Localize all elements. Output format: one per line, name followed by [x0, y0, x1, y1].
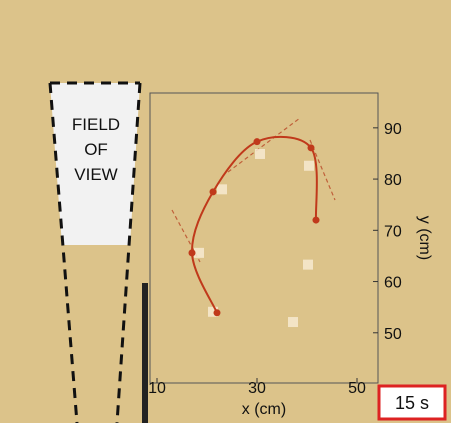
y-tick-label: 70 [384, 223, 402, 240]
y-tick-label: 80 [384, 172, 402, 189]
square-marker [255, 149, 265, 159]
annotation: VIEW [74, 165, 117, 184]
point-marker [254, 138, 261, 145]
square-marker [303, 260, 313, 270]
wall [142, 283, 148, 423]
y-tick-label: 50 [384, 326, 402, 343]
annotation: OF [84, 140, 108, 159]
x-tick-label: 30 [248, 380, 266, 397]
y-axis-label: y (cm) [416, 216, 433, 260]
y-tick-label: 90 [384, 121, 402, 138]
point-marker [189, 249, 196, 256]
square-marker [288, 317, 298, 327]
x-tick-label: 10 [148, 380, 166, 397]
field-of-view [50, 83, 140, 245]
y-tick-label: 60 [384, 275, 402, 292]
annotation: FIELD [72, 115, 120, 134]
square-marker [217, 184, 227, 194]
square-marker [304, 161, 314, 171]
x-axis-label: x (cm) [242, 401, 286, 418]
point-marker [214, 309, 221, 316]
plot-frame [150, 93, 378, 383]
point-marker [313, 217, 320, 224]
x-tick-label: 50 [348, 380, 366, 397]
time-label: 15 s [395, 393, 429, 413]
point-marker [210, 188, 217, 195]
point-marker [308, 144, 315, 151]
figure: FIELD OF VIEW 10 30 50 50 60 70 80 90 x (cm) y … [0, 0, 451, 423]
